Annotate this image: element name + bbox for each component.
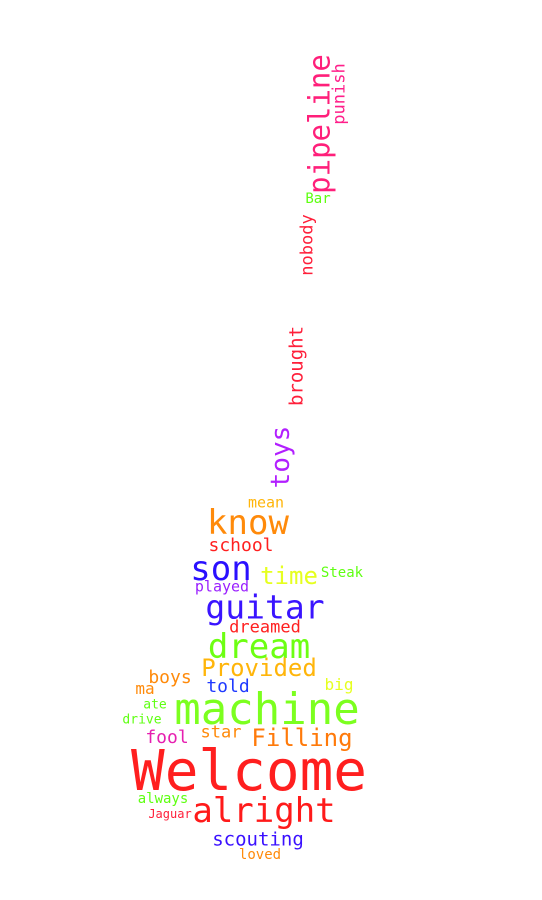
word-boys: boys: [148, 667, 192, 688]
word-nobody: nobody: [297, 214, 318, 276]
word-provided: Provided: [201, 654, 317, 682]
word-ate: ate: [143, 697, 167, 713]
word-scouting: scouting: [212, 828, 304, 851]
word-big: big: [324, 675, 354, 694]
word-bar: Bar: [305, 191, 331, 207]
word-always: always: [137, 791, 189, 807]
word-filling: Filling: [251, 724, 353, 752]
word-drive: drive: [122, 712, 162, 728]
word-welcome: Welcome: [130, 739, 368, 804]
word-machine: machine: [174, 684, 360, 735]
word-steak: Steak: [320, 565, 364, 581]
word-ma: ma: [135, 679, 155, 698]
word-guitar: guitar: [205, 587, 325, 627]
word-played: played: [194, 577, 250, 596]
word-time: time: [260, 562, 318, 590]
word-dreamed: dreamed: [229, 617, 301, 638]
word-know: know: [207, 503, 289, 543]
word-toys: toys: [266, 425, 296, 489]
word-school: school: [208, 535, 274, 556]
word-son: son: [190, 549, 252, 589]
word-dream: dream: [207, 627, 311, 667]
word-alright: alright: [192, 791, 336, 831]
word-brought: brought: [285, 325, 308, 407]
word-jaguar: Jaguar: [148, 807, 192, 821]
word-loved: loved: [238, 847, 282, 863]
word-star: star: [200, 722, 242, 743]
word-mean: mean: [247, 493, 285, 512]
word-told: told: [206, 676, 250, 697]
word-punish: punish: [329, 63, 350, 125]
word-fool: fool: [145, 727, 189, 748]
